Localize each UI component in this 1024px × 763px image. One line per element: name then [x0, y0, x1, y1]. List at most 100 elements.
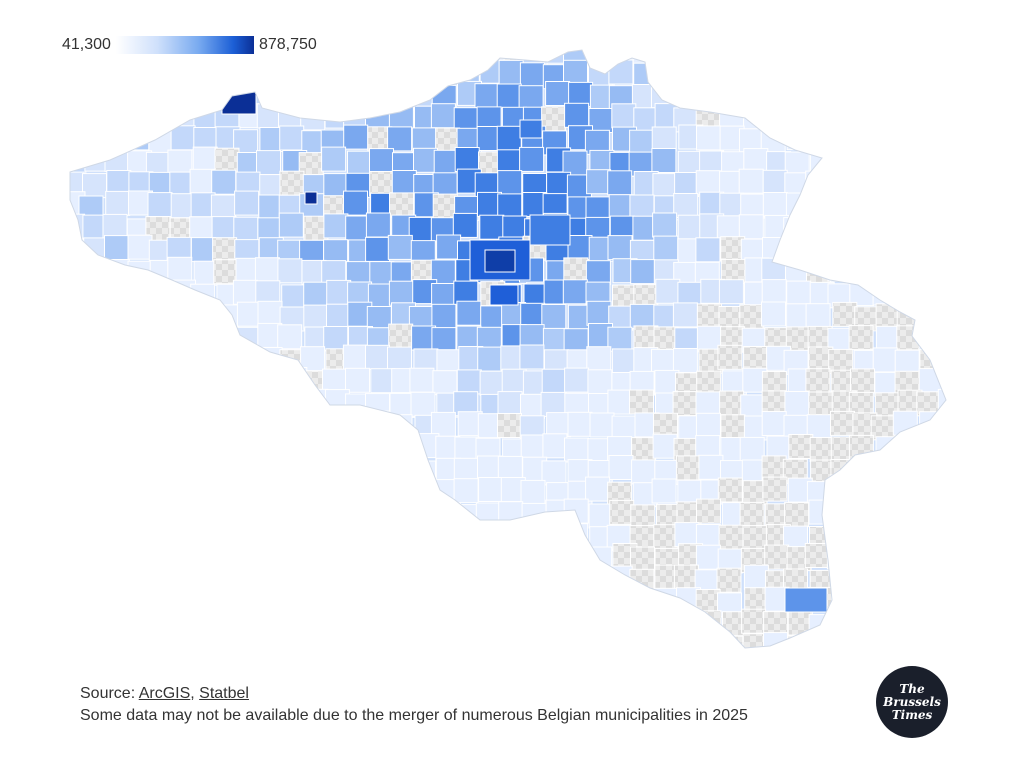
- municipality-region: [853, 612, 879, 638]
- municipality-region: [169, 521, 195, 547]
- municipality-region: [938, 146, 946, 172]
- municipality-region: [193, 62, 219, 88]
- municipality-region: [102, 458, 128, 483]
- source-link-statbel[interactable]: Statbel: [199, 685, 249, 702]
- municipality-region: [211, 611, 237, 637]
- municipality-region: [233, 216, 259, 242]
- municipality-no-data: [915, 542, 941, 568]
- municipality-region: [234, 190, 260, 216]
- municipality-no-data: [720, 414, 746, 440]
- municipality-region: [480, 305, 506, 331]
- municipality-no-data: [105, 86, 131, 112]
- municipality-region: [342, 566, 368, 592]
- municipality-no-data: [716, 567, 742, 593]
- municipality-no-data: [761, 455, 787, 481]
- municipality-region: [259, 481, 285, 507]
- municipality-region: [79, 129, 105, 154]
- municipality-high-value: [484, 249, 516, 273]
- municipality-region: [672, 302, 698, 328]
- municipality-region: [70, 103, 83, 129]
- municipality-region: [501, 614, 527, 640]
- municipality-region: [237, 349, 263, 375]
- municipality-no-data: [828, 477, 854, 503]
- municipality-region: [82, 173, 107, 199]
- municipality-region: [299, 478, 325, 504]
- municipality-no-data: [804, 543, 830, 568]
- municipality-no-data: [609, 656, 633, 680]
- municipality-region: [169, 305, 195, 331]
- municipality-region: [607, 389, 633, 415]
- municipality-region: [808, 614, 834, 640]
- municipality-region: [70, 346, 86, 372]
- source-link-arcgis[interactable]: ArcGIS: [138, 685, 191, 702]
- municipality-region: [211, 169, 237, 195]
- municipality-region: [765, 64, 790, 89]
- municipality-region: [607, 326, 633, 352]
- municipality-region: [387, 414, 413, 440]
- municipality-region: [325, 630, 351, 648]
- municipality-no-data: [739, 304, 765, 330]
- municipality-region: [871, 127, 897, 153]
- municipality-region: [390, 459, 416, 485]
- municipality-region: [102, 50, 128, 67]
- municipality-region: [565, 587, 591, 613]
- municipality-region: [521, 502, 547, 528]
- municipality-region: [519, 62, 545, 88]
- municipality-region: [893, 103, 919, 129]
- municipality-region: [761, 50, 787, 62]
- municipality-region: [81, 613, 107, 639]
- municipality-region: [411, 460, 436, 486]
- municipality-region: [299, 83, 325, 108]
- municipality-region: [194, 657, 218, 680]
- municipality-region: [237, 415, 263, 441]
- municipality-region: [563, 59, 588, 85]
- municipality-region: [543, 633, 569, 648]
- municipality-region: [145, 501, 171, 527]
- municipality-no-data: [807, 657, 831, 680]
- municipality-region: [804, 50, 830, 66]
- municipality-no-data: [896, 302, 922, 328]
- municipality-no-data: [785, 653, 809, 677]
- municipality-region: [167, 149, 193, 175]
- municipality-region: [433, 655, 457, 679]
- municipality-region: [873, 60, 899, 86]
- municipality-region: [103, 432, 129, 458]
- source-line: Source: ArcGIS, Statbel: [80, 683, 748, 705]
- municipality-region: [588, 658, 612, 680]
- municipality-region: [430, 411, 456, 437]
- municipality-region: [851, 58, 877, 84]
- municipality-region: [300, 631, 326, 648]
- municipality-region: [937, 502, 946, 528]
- municipality-region: [894, 215, 919, 241]
- municipality-region: [915, 455, 941, 481]
- municipality-region: [897, 256, 923, 282]
- municipality-region: [281, 284, 307, 310]
- municipality-region: [408, 216, 434, 242]
- municipality-region: [277, 82, 303, 108]
- municipality-no-data: [941, 370, 946, 396]
- municipality-no-data: [369, 171, 395, 196]
- municipality-region: [832, 569, 858, 595]
- municipality-region: [103, 305, 129, 331]
- municipality-region: [344, 84, 370, 110]
- municipality-region: [718, 279, 744, 305]
- municipality-region: [147, 392, 173, 418]
- municipality-region: [937, 106, 946, 132]
- municipality-region: [70, 569, 87, 595]
- municipality-region: [586, 567, 612, 593]
- municipality-region: [125, 370, 151, 396]
- municipality-region: [919, 107, 945, 133]
- municipality-region: [611, 613, 637, 639]
- municipality-region: [171, 63, 196, 89]
- municipality-region: [810, 129, 836, 155]
- municipality-region: [520, 479, 546, 505]
- municipality-no-data: [875, 566, 901, 592]
- legend-gradient-bar: [115, 36, 254, 54]
- municipality-region: [281, 415, 307, 441]
- municipality-region: [213, 434, 239, 460]
- municipality-region: [892, 50, 918, 66]
- municipality-region: [519, 610, 545, 636]
- municipality-region: [298, 610, 324, 636]
- municipality-region: [167, 631, 193, 648]
- municipality-region: [917, 50, 943, 67]
